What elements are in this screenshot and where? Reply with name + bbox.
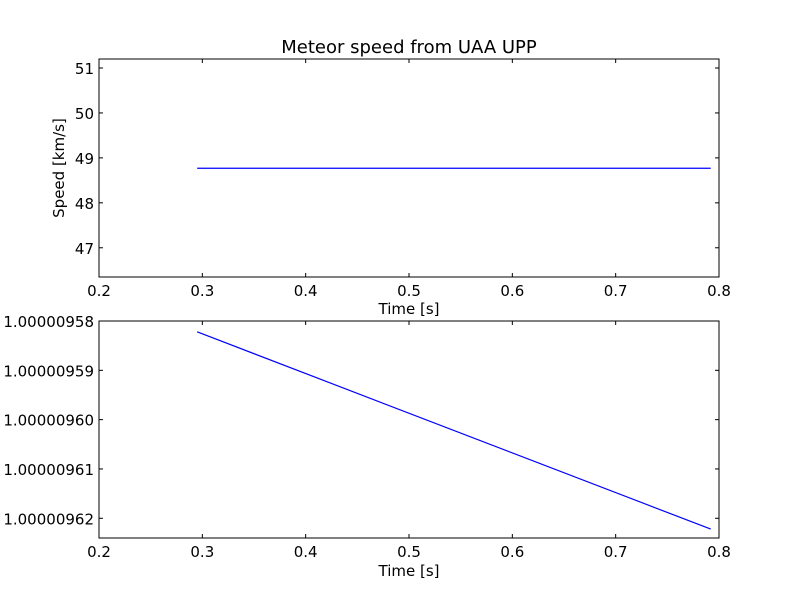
ratio-y-tick-label: 1.00000960 [3, 412, 94, 430]
speed-x-axis-label: Time [s] [378, 300, 440, 318]
speed-x-tick-label: 0.2 [87, 282, 111, 300]
ratio-x-tick-label: 0.3 [190, 543, 214, 561]
ratio-x-tick-label: 0.5 [397, 543, 421, 561]
ratio-y-ticks: 1.00000958 1.00000959 1.00000960 1.00000961… [3, 313, 719, 528]
speed-x-tick-label: 0.7 [604, 282, 628, 300]
ratio-y-tick-label: 1.00000958 [3, 313, 94, 331]
speed-x-tick-label: 0.8 [707, 282, 731, 300]
ratio-y-tick-label: 1.00000962 [3, 510, 94, 528]
speed-panel: Meteor speed from UAA UPP Time [s] Speed… [50, 37, 731, 318]
speed-y-tick-label: 48 [75, 195, 94, 213]
speed-x-tick-label: 0.6 [500, 282, 524, 300]
speed-y-tick-label: 47 [75, 240, 94, 258]
speed-chart-title: Meteor speed from UAA UPP [281, 37, 537, 58]
speed-y-axis-label: Speed [km/s] [50, 118, 68, 218]
speed-x-tick-label: 0.5 [397, 282, 421, 300]
ratio-y-tick-label: 1.00000961 [3, 461, 94, 479]
ratio-x-tick-label: 0.4 [294, 543, 318, 561]
ratio-x-tick-label: 0.2 [87, 543, 111, 561]
speed-y-tick-label: 50 [75, 105, 94, 123]
ratio-x-ticks: 0.2 0.3 0.4 0.5 0.6 0.7 0.8 [87, 321, 731, 561]
ratio-y-tick-label: 1.00000959 [3, 362, 94, 380]
speed-y-ticks: 47 48 49 50 51 [75, 60, 719, 258]
speed-x-tick-label: 0.4 [294, 282, 318, 300]
ratio-x-axis-label: Time [s] [378, 562, 440, 580]
ratio-x-tick-label: 0.6 [500, 543, 524, 561]
speed-x-tick-label: 0.3 [190, 282, 214, 300]
ratio-x-tick-label: 0.8 [707, 543, 731, 561]
speed-x-ticks: 0.2 0.3 0.4 0.5 0.6 0.7 0.8 [87, 59, 731, 300]
ratio-series-line [196, 331, 711, 530]
ratio-plot-area [196, 331, 711, 530]
ratio-panel: Time [s] 0.2 0.3 0.4 0.5 0.6 0.7 0.8 1.0000095… [3, 313, 731, 580]
speed-y-tick-label: 51 [75, 60, 94, 78]
speed-y-tick-label: 49 [75, 150, 94, 168]
ratio-x-tick-label: 0.7 [604, 543, 628, 561]
